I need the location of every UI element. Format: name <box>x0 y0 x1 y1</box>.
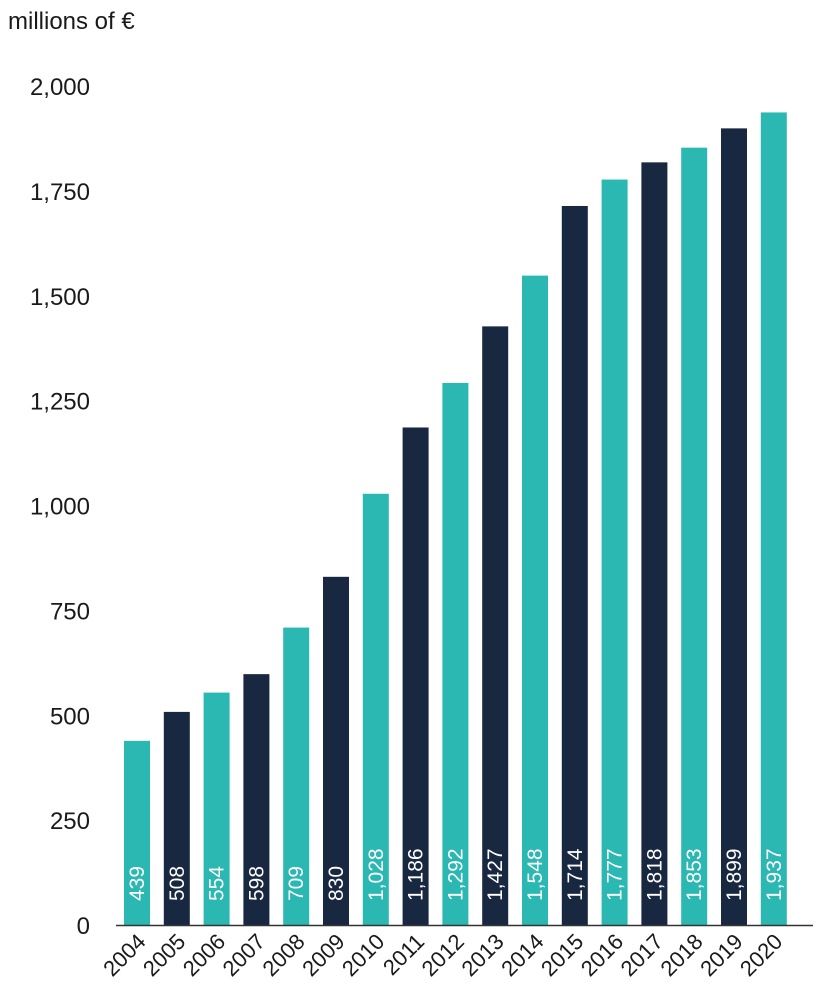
bar-value-label: 1,937 <box>763 848 786 901</box>
value-labels: 439 508 554 598 709 830 1,028 1,186 1,292 1,427 1,… <box>126 848 786 901</box>
x-tick-label: 2004 <box>98 929 150 981</box>
bar <box>243 674 270 925</box>
bar-value-label: 508 <box>166 866 189 901</box>
bar-value-label: 1,186 <box>405 848 428 901</box>
bar <box>163 711 190 925</box>
bar-value-label: 1,777 <box>604 848 627 901</box>
y-tick-label: 1,500 <box>30 284 90 311</box>
bar <box>402 427 429 925</box>
x-axis: 2004200520062007200820092010201120122013… <box>98 929 787 981</box>
y-tick-label: 250 <box>50 808 90 835</box>
bar <box>601 179 628 926</box>
x-tick-label: 2014 <box>496 929 548 981</box>
bar-value-label: 1,548 <box>524 848 547 901</box>
bar-value-label: 1,818 <box>643 848 666 901</box>
y-tick-label: 2,000 <box>30 74 90 101</box>
x-tick-label: 2015 <box>536 929 588 981</box>
y-tick-label: 0 <box>77 913 90 940</box>
bar-value-label: 1,427 <box>484 848 507 901</box>
bar-value-label: 709 <box>285 866 308 901</box>
x-tick-label: 2005 <box>138 929 190 981</box>
x-tick-label: 2010 <box>337 929 389 981</box>
bar <box>561 205 588 926</box>
bar-value-label: 598 <box>245 866 268 901</box>
y-tick-label: 1,250 <box>30 389 90 416</box>
bar <box>283 627 310 925</box>
x-tick-label: 2013 <box>456 929 508 981</box>
bar-value-label: 1,899 <box>723 848 746 901</box>
bar <box>641 162 668 925</box>
y-tick-label: 750 <box>50 598 90 625</box>
bar-value-label: 1,028 <box>365 848 388 901</box>
bar <box>522 275 548 925</box>
x-tick-label: 2007 <box>218 929 270 981</box>
bar <box>323 576 349 925</box>
bar-value-label: 1,714 <box>564 848 587 901</box>
x-tick-label: 2006 <box>178 929 230 981</box>
y-tick-label: 500 <box>50 703 90 730</box>
x-tick-label: 2017 <box>616 929 668 981</box>
bar <box>362 493 389 925</box>
x-tick-label: 2019 <box>695 929 747 981</box>
bar <box>203 692 230 925</box>
bar <box>442 383 469 926</box>
x-tick-label: 2008 <box>257 929 309 981</box>
x-tick-label: 2020 <box>735 929 787 981</box>
y-tick-label: 1,750 <box>30 179 90 206</box>
bar <box>760 112 787 926</box>
bar <box>721 128 747 925</box>
bar-value-label: 830 <box>325 866 348 901</box>
x-tick-label: 2016 <box>576 929 628 981</box>
y-axis-unit-label: millions of € <box>8 8 135 35</box>
bar-value-label: 1,292 <box>444 848 467 901</box>
bar-value-label: 439 <box>126 866 149 901</box>
y-axis: 0 250 500 750 1,000 1,250 1,500 1,750 2,000 <box>30 74 90 940</box>
x-tick-label: 2012 <box>417 929 469 981</box>
bars <box>124 112 787 926</box>
bar-value-label: 554 <box>206 866 229 901</box>
x-tick-label: 2009 <box>297 929 349 981</box>
y-tick-label: 1,000 <box>30 494 90 521</box>
x-tick-label: 2018 <box>655 929 707 981</box>
bar <box>124 740 150 925</box>
x-tick-label: 2011 <box>378 929 429 980</box>
bar <box>681 147 708 925</box>
bar <box>482 326 509 925</box>
bar-value-label: 1,853 <box>683 848 706 901</box>
